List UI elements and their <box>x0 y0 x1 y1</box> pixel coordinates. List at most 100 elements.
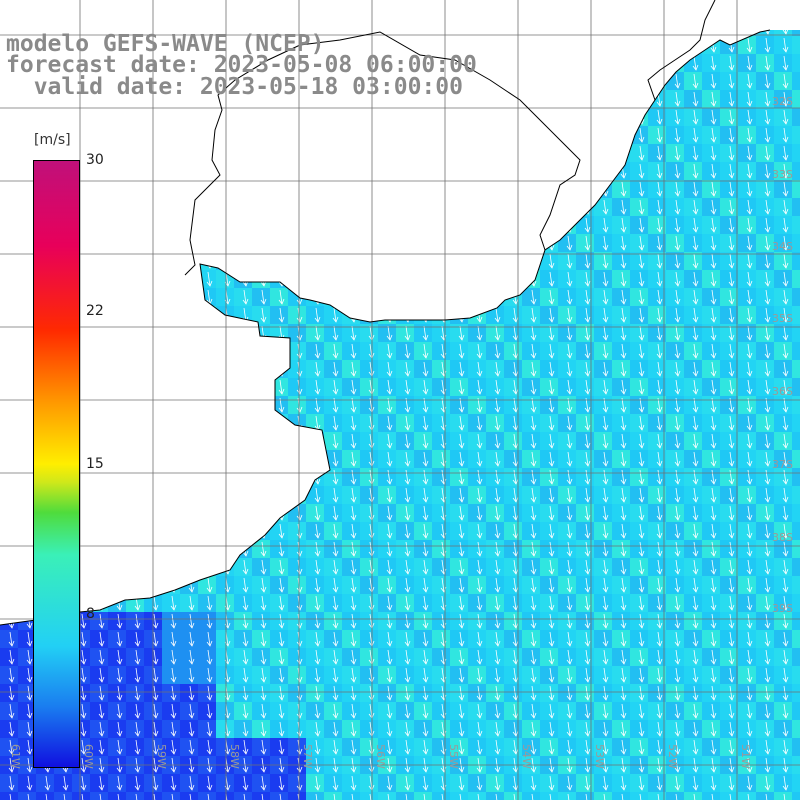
wind-cell <box>702 306 720 324</box>
wind-cell <box>558 522 576 540</box>
wind-arrow <box>387 541 391 557</box>
wind-arrowhead <box>782 424 789 431</box>
wind-arrow <box>729 415 733 431</box>
wind-cell <box>558 432 576 450</box>
wind-cell <box>306 792 324 800</box>
wind-arrow <box>279 541 283 557</box>
wind-arrowhead <box>674 532 681 539</box>
wind-cell <box>702 738 720 756</box>
wind-cell <box>414 720 432 738</box>
wind-cell <box>738 738 756 756</box>
wind-arrow <box>765 415 769 431</box>
wind-cell <box>738 198 756 216</box>
wind-arrowhead <box>674 352 681 359</box>
wind-arrow <box>423 505 427 521</box>
wind-arrow <box>315 487 319 503</box>
wind-cell <box>756 198 774 216</box>
wind-arrowhead <box>602 388 609 395</box>
wind-cell <box>684 738 702 756</box>
wind-cell <box>216 630 234 648</box>
wind-arrowhead <box>404 442 411 449</box>
wind-cell <box>558 558 576 576</box>
wind-arrowhead <box>404 406 411 413</box>
wind-cell <box>738 72 756 90</box>
wind-arrowhead <box>674 172 681 179</box>
wind-arrowhead <box>620 496 627 503</box>
wind-arrow <box>423 577 427 593</box>
wind-cell <box>720 324 738 342</box>
wind-arrowhead <box>782 64 789 71</box>
wind-arrow <box>351 487 355 503</box>
wind-arrowhead <box>782 244 789 251</box>
wind-cell <box>360 414 378 432</box>
wind-arrowhead <box>710 514 717 521</box>
wind-arrowhead <box>728 190 735 197</box>
wind-arrow <box>513 487 517 503</box>
wind-cell <box>666 648 684 666</box>
wind-arrowhead <box>512 532 519 539</box>
wind-arrow <box>423 541 427 557</box>
wind-arrowhead <box>458 370 465 377</box>
wind-cell <box>558 468 576 486</box>
wind-arrowhead <box>602 352 609 359</box>
wind-arrow <box>711 163 715 179</box>
wind-cell <box>576 702 594 720</box>
wind-arrow <box>621 199 625 215</box>
wind-arrowhead <box>728 406 735 413</box>
wind-arrowhead <box>566 316 573 323</box>
wind-cell <box>216 702 234 720</box>
wind-cell <box>324 738 342 756</box>
wind-arrowhead <box>512 316 519 323</box>
wind-cell <box>648 324 666 342</box>
wind-arrowhead <box>674 100 681 107</box>
wind-arrow <box>783 73 787 89</box>
wind-arrow <box>531 613 535 629</box>
wind-cell <box>720 378 738 396</box>
wind-arrowhead <box>728 244 735 251</box>
wind-arrowhead <box>296 352 303 359</box>
wind-arrow <box>729 379 733 395</box>
wind-cell <box>414 792 432 800</box>
wind-arrowhead <box>566 244 573 251</box>
wind-arrowhead <box>98 622 105 629</box>
wind-arrow <box>729 289 733 305</box>
wind-arrowhead <box>782 262 789 269</box>
wind-cell <box>396 666 414 684</box>
wind-cell <box>702 774 720 792</box>
wind-arrow <box>711 577 715 593</box>
wind-arrow <box>549 505 553 521</box>
wind-arrow <box>315 415 319 431</box>
wind-cell <box>270 774 288 792</box>
wind-arrow <box>783 253 787 269</box>
wind-cell <box>738 414 756 432</box>
wind-cell <box>720 396 738 414</box>
wind-cell <box>54 792 72 800</box>
wind-arrowhead <box>602 280 609 287</box>
wind-arrowhead <box>332 496 339 503</box>
wind-cell <box>594 558 612 576</box>
wind-cell <box>378 720 396 738</box>
wind-arrowhead <box>188 604 195 611</box>
wind-arrowhead <box>494 460 501 467</box>
wind-arrow <box>387 613 391 629</box>
wind-cell <box>558 504 576 522</box>
wind-cell <box>432 396 450 414</box>
wind-cell <box>702 666 720 684</box>
wind-arrowhead <box>638 334 645 341</box>
wind-cell <box>648 216 666 234</box>
wind-arrow <box>333 415 337 431</box>
wind-arrowhead <box>548 478 555 485</box>
wind-cell <box>504 612 522 630</box>
wind-cell <box>198 630 216 648</box>
wind-cell <box>792 378 800 396</box>
wind-cell <box>774 342 792 360</box>
wind-arrowhead <box>782 190 789 197</box>
wind-arrowhead <box>674 586 681 593</box>
wind-arrowhead <box>728 226 735 233</box>
wind-arrow <box>495 613 499 629</box>
wind-arrow <box>441 325 445 341</box>
wind-cell <box>432 468 450 486</box>
wind-arrow <box>621 361 625 377</box>
wind-arrow <box>315 307 319 323</box>
wind-cell <box>522 666 540 684</box>
